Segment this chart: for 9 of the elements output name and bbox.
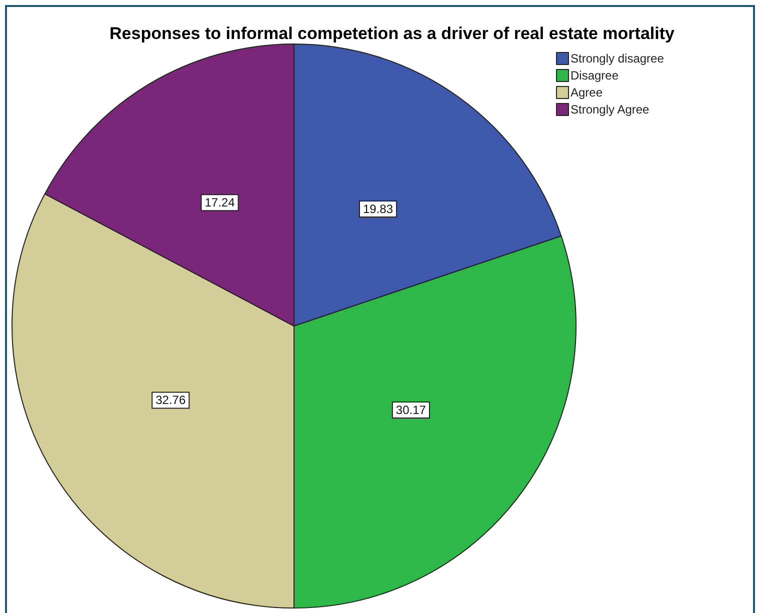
data-label: 30.17 (396, 403, 426, 418)
legend-label: Strongly Agree (570, 102, 650, 116)
legend-label: Agree (570, 86, 603, 100)
legend-label: Strongly disagree (570, 52, 664, 66)
data-label: 17.24 (204, 196, 236, 210)
chart-title: Responses to informal competetion as a driver of real estate mortality (110, 24, 676, 43)
data-label: 19.83 (363, 202, 394, 216)
legend-label: Disagree (570, 68, 619, 82)
data-label: 32.76 (156, 393, 186, 408)
